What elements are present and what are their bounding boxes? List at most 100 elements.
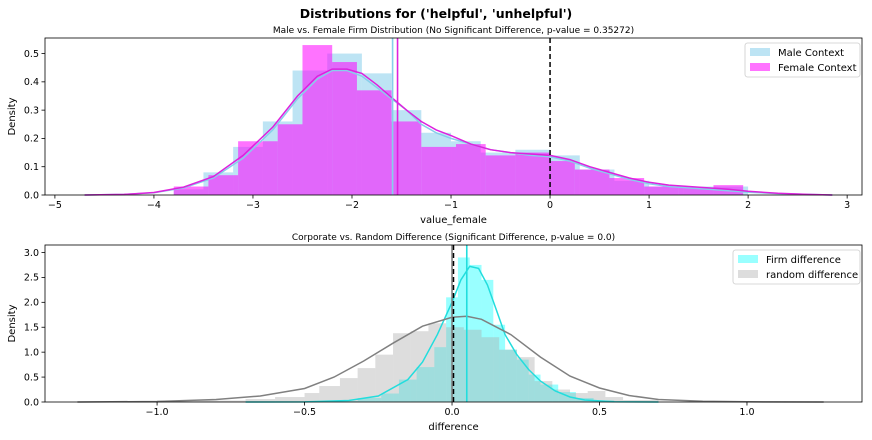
y-tick-label: 1.5 — [24, 323, 39, 334]
legend-swatch — [750, 63, 770, 71]
histogram-bar — [339, 378, 358, 402]
y-tick-label: 2.0 — [24, 298, 39, 309]
histogram-bar — [644, 186, 679, 195]
histogram-bar — [550, 161, 575, 195]
y-tick-label: 1.0 — [24, 347, 39, 358]
chart-title: Corporate vs. Random Difference (Signifi… — [292, 233, 615, 243]
x-tick-label: 0 — [547, 200, 553, 211]
histogram-bar — [540, 384, 559, 402]
histogram-bar — [516, 359, 529, 402]
x-tick-label: 3 — [844, 200, 850, 211]
y-tick-label: 0.0 — [24, 190, 39, 201]
y-axis-label: Density — [7, 304, 18, 342]
kde-line-male-context — [84, 69, 833, 196]
x-tick-label: 1 — [646, 200, 652, 211]
histogram-bar — [605, 397, 624, 402]
y-tick-label: 0.5 — [24, 49, 39, 60]
histogram-bar — [446, 327, 464, 402]
legend-frame — [732, 249, 861, 285]
x-tick-label: 0.0 — [444, 407, 459, 418]
histogram-bar — [381, 393, 399, 402]
x-tick-label: −0.5 — [293, 407, 316, 418]
y-tick-label: 2.5 — [24, 273, 39, 284]
histogram-bar — [481, 279, 494, 402]
x-tick-label: −5 — [48, 200, 62, 211]
histogram-bar — [481, 337, 500, 402]
legend-swatch — [738, 270, 758, 278]
legend-swatch — [750, 48, 770, 56]
plot-frame — [44, 37, 863, 196]
histogram-bar — [469, 264, 482, 402]
histogram-bar — [393, 333, 411, 402]
histogram-bar — [157, 400, 246, 402]
kde-line-firm-difference — [245, 265, 659, 403]
histogram-bar — [609, 178, 645, 195]
x-tick-label: −4 — [147, 200, 161, 211]
histogram-bar — [334, 401, 358, 402]
legend: Firm difference random difference — [732, 249, 861, 285]
histogram-bar — [485, 155, 516, 195]
histogram-female-context — [173, 45, 744, 196]
x-tick-label: −1 — [444, 200, 458, 211]
histogram-bar — [208, 175, 239, 195]
histogram-bar — [357, 368, 376, 402]
legend-frame — [744, 42, 861, 78]
figure-title: Distributions for ('helpful', 'unhelpful… — [300, 6, 573, 21]
y-tick-label: 0.1 — [24, 162, 39, 173]
x-axis-label: value_female — [420, 215, 487, 226]
histogram-bar — [534, 381, 553, 402]
legend-label: Male Context — [778, 48, 844, 59]
histogram-bar — [245, 399, 276, 402]
histogram-bar — [493, 324, 506, 402]
histogram-bar — [277, 124, 303, 195]
legend-label: random difference — [766, 270, 858, 281]
plot-frame — [44, 244, 863, 403]
histogram-bar — [421, 146, 456, 195]
histogram-bar — [238, 141, 278, 195]
chart-panel-difference: Corporate vs. Random Difference (Signifi… — [7, 233, 863, 433]
histogram-bar — [332, 62, 357, 195]
histogram-bar — [398, 379, 417, 402]
y-tick-label: 0.2 — [24, 134, 39, 145]
histogram-bar — [391, 121, 422, 195]
histogram-bar — [552, 389, 571, 402]
chart-panel-gender: Male vs. Female Firm Distribution (No Si… — [7, 26, 863, 226]
x-axis-label: difference — [428, 422, 478, 433]
histogram-bar — [304, 393, 320, 402]
histogram-bar — [357, 398, 382, 402]
x-tick-label: 0.5 — [592, 407, 607, 418]
y-tick-label: 0.5 — [24, 372, 39, 383]
x-tick-label: −1.0 — [146, 407, 169, 418]
kde-line-female-context — [84, 68, 833, 196]
histogram-bar — [570, 393, 588, 402]
x-tick-label: 1.0 — [739, 407, 754, 418]
histogram-bar — [528, 374, 541, 402]
histogram-bar — [434, 347, 447, 402]
x-tick-label: 2 — [745, 200, 751, 211]
x-tick-label: −3 — [246, 200, 260, 211]
histogram-bar — [678, 187, 714, 195]
histogram-bar — [463, 329, 482, 402]
y-tick-label: 3.0 — [24, 248, 39, 259]
histogram-bar — [416, 367, 435, 402]
legend-swatch — [738, 255, 758, 263]
histogram-bar — [302, 45, 333, 196]
histogram-bar — [505, 349, 517, 402]
histogram-bar — [558, 392, 576, 402]
y-axis-label: Density — [7, 97, 18, 135]
legend-label: Firm difference — [766, 255, 841, 266]
histogram-bar — [173, 186, 209, 195]
histogram-bar — [455, 144, 486, 195]
histogram-bar — [499, 349, 517, 402]
x-tick-label: −2 — [345, 200, 359, 211]
histogram-bar — [516, 357, 535, 402]
histogram-bar — [623, 400, 659, 402]
histogram-bar — [574, 169, 610, 195]
y-tick-label: 0.0 — [24, 397, 39, 408]
histogram-bar — [457, 257, 470, 402]
histogram-bar — [356, 90, 392, 195]
histogram-bar — [375, 354, 394, 402]
y-tick-label: 0.3 — [24, 105, 39, 116]
legend-label: Female Context — [778, 63, 857, 74]
